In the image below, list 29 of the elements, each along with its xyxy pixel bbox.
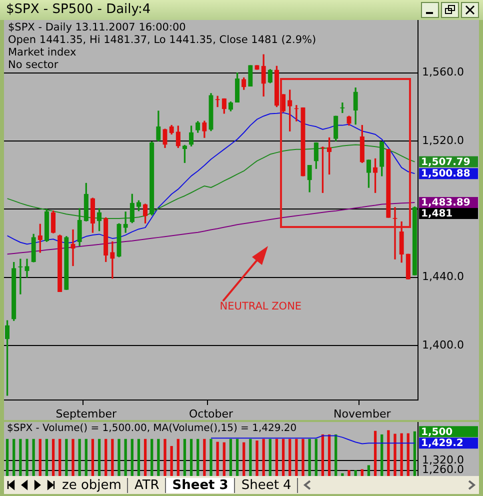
candlestick	[110, 241, 115, 279]
text: 1,500	[421, 426, 453, 438]
y-tick-label: 1,520.0	[422, 134, 464, 147]
y-tick-label: 1,560.0	[422, 66, 464, 79]
y-tick-label: 1,440.0	[422, 270, 464, 284]
candlestick	[123, 212, 128, 233]
text: 1,500.88	[421, 168, 470, 180]
candlestick	[70, 229, 76, 266]
y-tick-label: 1,400.0	[422, 338, 464, 352]
text: 1,507.79	[421, 156, 470, 168]
text: 1,483.89	[421, 198, 470, 209]
text: ze objem	[56, 478, 128, 492]
text: ATR	[128, 478, 166, 492]
chart-title: $SPX - SP500 - Daily:4	[6, 2, 151, 17]
text: 1,429.2	[421, 438, 464, 450]
annotation: $SPX - Daily 13.11.2007 16:00:00	[8, 22, 186, 34]
annotation: Market index	[8, 46, 76, 59]
x-tick-label: September	[56, 407, 118, 420]
x-tick-label: November	[334, 407, 392, 420]
chart-title: $SPX - Volume() = 1,500.00, MA(Volume(),15) = 1,429.20	[7, 423, 297, 434]
annotation: Open 1441.35, Hi 1481.37, Lo 1441.35, Close 1481 (2.9%)	[8, 34, 316, 46]
text: Sheet 3	[166, 478, 236, 492]
annotation: NEUTRAL ZONE	[220, 300, 302, 313]
x-tick-label: October	[188, 407, 234, 420]
y-tick-label: 1,260.0	[422, 463, 464, 476]
candlestick	[24, 258, 30, 278]
text: 1,481	[421, 208, 453, 220]
text: Sheet 4	[235, 478, 298, 492]
annotation: No sector	[8, 59, 59, 72]
